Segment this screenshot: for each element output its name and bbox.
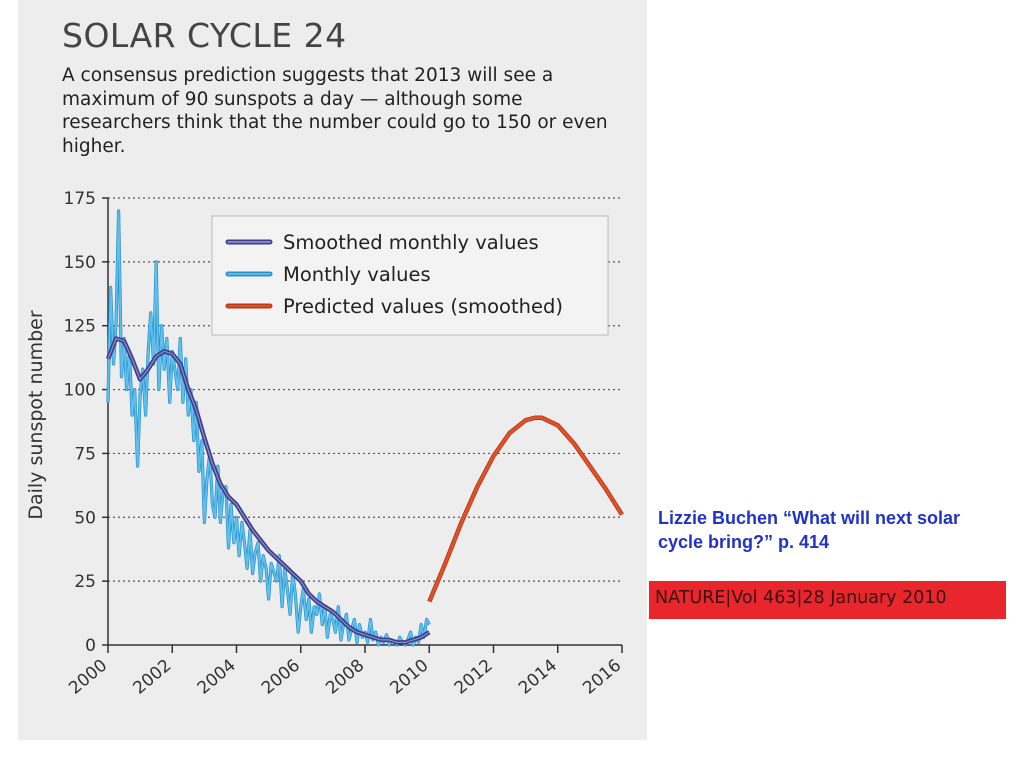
figure-subtitle: A consensus prediction suggests that 201…	[62, 65, 608, 157]
legend: Smoothed monthly values Monthly values Pre…	[211, 215, 609, 336]
x-tick-label: 2012	[451, 656, 497, 699]
legend-label: Monthly values	[283, 263, 431, 286]
predicted-values-line	[428, 416, 624, 603]
y-tick-label: 75	[74, 444, 96, 464]
citation-banner: NATURE|Vol 463|28 January 2010	[649, 581, 1006, 619]
y-tick-label: 50	[74, 508, 96, 528]
citation-text: NATURE|Vol 463|28 January 2010	[655, 588, 947, 608]
series-lines	[105, 209, 624, 647]
y-tick-label: 100	[64, 381, 96, 401]
x-tick-label: 2006	[258, 656, 304, 699]
y-axis-title: Daily sunspot number	[25, 310, 47, 520]
monthly-values-line	[107, 209, 431, 646]
legend-label: Predicted values (smoothed)	[283, 295, 563, 318]
predicted-values-line-outline	[427, 415, 624, 603]
y-tick-label: 25	[74, 572, 96, 592]
x-tick-label: 2008	[322, 656, 368, 699]
x-tick-label: 2004	[194, 656, 240, 699]
y-tick-label: 125	[64, 317, 96, 337]
x-tick-label: 2014	[515, 656, 561, 699]
x-tick-label: 2010	[386, 656, 432, 699]
article-credit: Lizzie Buchen “What will next solar cycl…	[658, 508, 961, 552]
y-tick-label: 0	[85, 636, 96, 656]
smoothed-monthly-values-core	[107, 337, 430, 643]
legend-box	[211, 215, 609, 336]
y-tick-label: 175	[64, 189, 96, 209]
y-tick-label: 150	[64, 253, 96, 273]
x-tick-label: 2002	[129, 656, 175, 699]
legend-label: Smoothed monthly values	[283, 231, 539, 254]
x-tick-label: 2000	[65, 656, 111, 699]
figure-title: SOLAR CYCLE 24	[62, 16, 347, 55]
x-tick-label: 2016	[579, 656, 625, 699]
